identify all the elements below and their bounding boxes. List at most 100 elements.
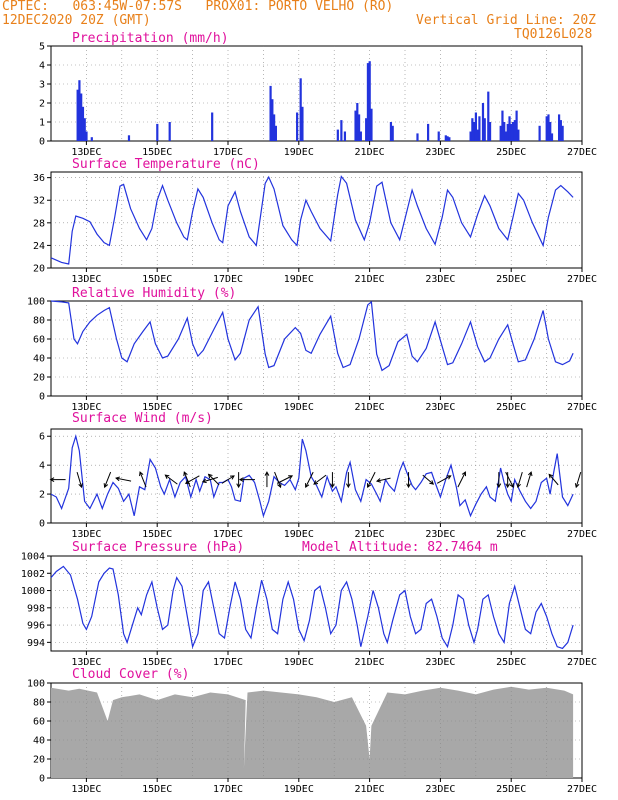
wind-vector-arrow (517, 471, 523, 488)
wind-vector-arrowhead (446, 475, 452, 480)
precip-bar (357, 114, 361, 141)
precip-bar (299, 78, 302, 141)
wind-vector-arrowhead (366, 483, 372, 489)
rh-xtick-label: 17DEC (213, 402, 243, 413)
wind-vector-arrowhead (527, 471, 533, 477)
precip-bar (506, 123, 509, 141)
rh-series-line (50, 300, 574, 372)
cloud-xtick-label: 13DEC (71, 784, 101, 795)
header-date-line: 12DEC2020 20Z (GMT) (2, 13, 151, 28)
wind-vector-arrowhead (183, 471, 188, 477)
wind-vector-arrowhead (516, 483, 521, 489)
rh-ytick-label: 20 (33, 373, 45, 384)
precip-xtick-label: 13DEC (71, 147, 101, 158)
precip-xtick-label: 25DEC (496, 147, 526, 158)
wind-vector-arrow (505, 471, 514, 488)
precip-bar (481, 103, 485, 141)
wind-vector-arrowhead (461, 471, 467, 477)
wind-vector-arrowhead (78, 483, 83, 489)
precip-bar (478, 116, 481, 141)
wind-vector-arrowhead (429, 480, 435, 485)
wind-xtick-label: 21DEC (355, 529, 385, 540)
press-panel-title: Surface Pressure (hPa) (72, 540, 244, 555)
precip-bar (301, 106, 304, 141)
press-model-altitude-note: Model Altitude: 82.7464 m (302, 540, 498, 555)
precip-bar (211, 112, 214, 141)
precip-bar (391, 125, 394, 141)
wind-vector-arrowhead (288, 475, 294, 480)
precip-bar (561, 125, 564, 141)
precip-bar (76, 89, 79, 141)
wind-vector-arrowhead (264, 471, 270, 476)
wind-vector-arrowhead (164, 474, 170, 479)
press-xtick-label: 27DEC (567, 657, 597, 668)
wind-vector-arrowhead (229, 475, 235, 480)
wind-vector-arrow (104, 471, 112, 488)
wind-vector-arrowhead (184, 479, 190, 484)
cloud-ytick-label: 0 (39, 774, 45, 785)
precip-bar (356, 103, 359, 141)
precip-bar (437, 131, 440, 141)
wind-vector-arrow (185, 475, 200, 484)
wind-ytick-label: 4 (39, 461, 45, 472)
rh-ytick-label: 0 (39, 392, 45, 403)
wind-xtick-label: 27DEC (567, 529, 597, 540)
precip-bar (513, 120, 516, 141)
press-ytick-label: 994 (27, 638, 45, 649)
precip-bar (78, 80, 81, 141)
rh-xtick-label: 19DEC (284, 402, 314, 413)
header-grid-line-note: Vertical Grid Line: 20Z (416, 13, 597, 28)
precip-bar (80, 93, 83, 141)
precip-bar (487, 91, 490, 141)
wind-vector-arrowhead (207, 473, 213, 479)
temp-xtick-label: 19DEC (284, 274, 314, 285)
press-series-line (50, 565, 574, 650)
wind-vector-arrow (457, 471, 466, 488)
cloud-xtick-label: 23DEC (425, 784, 455, 795)
cloud-xtick-label: 15DEC (142, 784, 172, 795)
wind-xtick-label: 17DEC (213, 529, 243, 540)
cloud-xtick-label: 21DEC (355, 784, 385, 795)
precip-ytick-label: 1 (39, 118, 45, 129)
wind-vector-arrowhead (115, 476, 121, 482)
wind-ytick-label: 6 (39, 432, 45, 443)
precip-ytick-label: 5 (39, 42, 45, 53)
temp-ytick-label: 24 (33, 241, 45, 252)
cloud-ytick-label: 60 (33, 717, 45, 728)
temp-xtick-label: 27DEC (567, 274, 597, 285)
precip-panel-title: Precipitation (mm/h) (72, 31, 229, 46)
precip-bar (269, 85, 272, 141)
temp-xtick-label: 25DEC (496, 274, 526, 285)
temp-ytick-label: 28 (33, 218, 45, 229)
precip-bar (488, 122, 492, 141)
rh-plot-frame (50, 300, 583, 397)
wind-vector-arrow (313, 474, 327, 485)
wind-vector-arrowhead (574, 483, 580, 489)
wind-vector-arrow (367, 471, 376, 488)
press-xtick-label: 17DEC (213, 657, 243, 668)
precip-bar (444, 135, 447, 141)
precip-plot-frame (50, 45, 583, 142)
cloud-ytick-label: 80 (33, 698, 45, 709)
wind-vector-arrowhead (201, 478, 207, 484)
precip-xtick-label: 19DEC (284, 147, 314, 158)
wind-panel-title: Surface Wind (m/s) (72, 411, 213, 426)
wind-series-line (50, 433, 574, 518)
rh-ytick-label: 80 (33, 316, 45, 327)
precip-bar (471, 118, 474, 141)
precip-bar (474, 112, 477, 141)
wind-vector-arrow (376, 477, 391, 482)
precip-ytick-label: 0 (39, 137, 45, 148)
rh-xtick-label: 15DEC (142, 402, 172, 413)
wind-vector-arrowhead (305, 483, 310, 489)
precip-bar (499, 125, 502, 141)
wind-xtick-label: 23DEC (425, 529, 455, 540)
temp-ytick-label: 36 (33, 173, 45, 184)
press-ytick-label: 996 (27, 621, 45, 632)
precip-bar (359, 131, 362, 141)
precip-bar (483, 118, 486, 141)
precip-bar (476, 129, 479, 141)
wind-vector-arrow (202, 476, 218, 483)
cloud-xtick-label: 19DEC (284, 784, 314, 795)
